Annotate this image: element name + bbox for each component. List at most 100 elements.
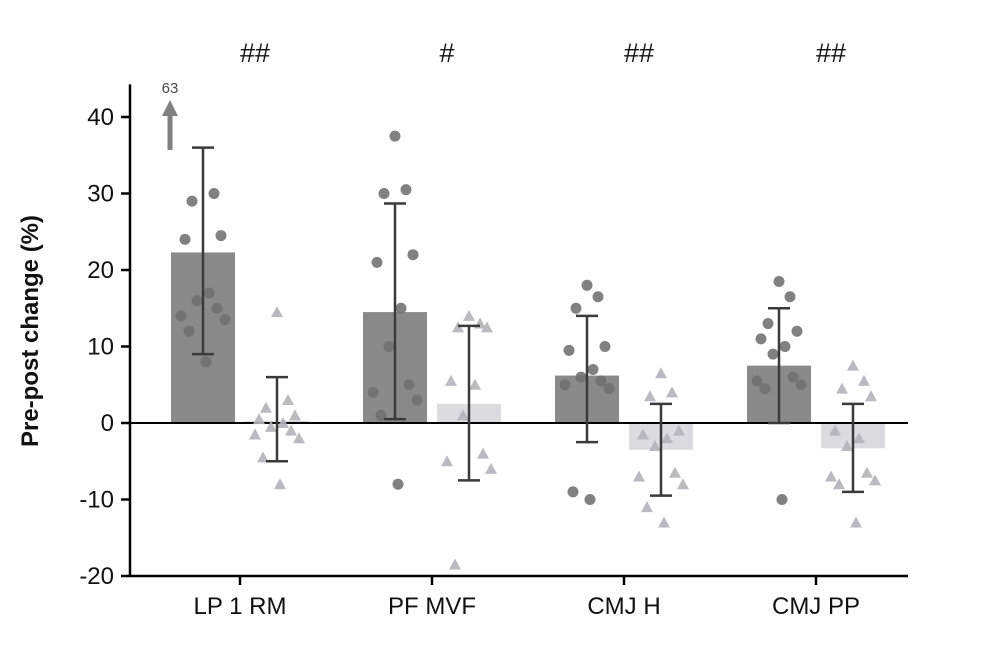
error-bar <box>842 402 864 494</box>
data-point-circle <box>175 310 187 322</box>
y-tick-label: 0 <box>101 410 114 437</box>
data-point-triangle <box>641 501 653 513</box>
significance-marker: # <box>439 38 454 68</box>
data-point-circle <box>215 230 227 242</box>
data-point-triangle <box>847 359 859 371</box>
data-point-circle <box>403 379 415 391</box>
data-point-circle <box>559 379 571 391</box>
error-bar <box>458 324 480 482</box>
data-point-circle <box>208 188 220 199</box>
data-point-circle <box>603 383 615 395</box>
y-tick-label: 20 <box>87 257 114 284</box>
error-bar <box>650 402 672 497</box>
data-point-circle <box>389 130 401 142</box>
data-point-triangle <box>277 417 289 428</box>
data-point-circle <box>587 363 599 375</box>
data-point-triangle <box>655 367 667 379</box>
data-point-triangle <box>825 470 837 482</box>
data-point-circle <box>383 341 395 352</box>
data-point-triangle <box>869 474 881 486</box>
data-point-circle <box>392 478 404 490</box>
data-point-circle <box>371 256 383 268</box>
y-tick-label: 30 <box>87 181 114 208</box>
data-point-triangle <box>271 306 283 318</box>
data-point-circle <box>200 356 212 368</box>
error-bar <box>266 375 288 463</box>
data-point-triangle <box>669 466 681 478</box>
data-point-triangle <box>485 462 497 474</box>
error-bars-layer <box>192 146 864 497</box>
data-point-triangle <box>477 447 489 459</box>
data-point-circle <box>759 383 771 395</box>
data-point-circle <box>378 188 390 199</box>
offscale-value: 63 <box>162 80 179 97</box>
data-point-triangle <box>858 374 870 386</box>
data-point-circle <box>776 494 788 505</box>
data-point-circle <box>400 184 412 196</box>
data-point-triangle <box>282 394 294 406</box>
data-point-circle <box>203 287 215 299</box>
data-point-triangle <box>293 432 305 444</box>
y-tick-label: 10 <box>87 334 114 361</box>
data-point-triangle <box>836 382 848 394</box>
data-point-triangle <box>633 470 645 482</box>
data-point-circle <box>563 344 575 356</box>
data-point-circle <box>784 291 796 303</box>
data-point-triangle <box>666 386 678 398</box>
data-point-triangle <box>850 516 862 528</box>
data-point-triangle <box>637 428 649 440</box>
data-point-circle <box>191 295 203 307</box>
data-point-circle <box>599 341 611 352</box>
data-point-triangle <box>481 321 493 333</box>
data-point-triangle <box>861 466 873 478</box>
data-point-circle <box>779 341 791 352</box>
data-point-triangle <box>463 309 475 321</box>
data-point-triangle <box>829 424 841 436</box>
data-point-triangle <box>673 424 685 436</box>
data-point-circle <box>395 302 407 314</box>
x-tick-label: CMJ H <box>587 593 660 620</box>
data-point-triangle <box>449 558 461 570</box>
data-point-circle <box>767 348 779 360</box>
data-point-circle <box>592 291 604 303</box>
data-point-circle <box>570 302 582 314</box>
points-layer <box>175 130 881 570</box>
x-tick-label: LP 1 RM <box>194 593 287 620</box>
up-arrow-head <box>162 100 178 116</box>
offscale-annotation: 63 <box>162 80 179 150</box>
data-point-circle <box>762 318 774 330</box>
x-tick-label: CMJ PP <box>772 593 860 620</box>
data-point-circle <box>407 249 419 261</box>
significance-marker: ## <box>816 38 846 68</box>
data-point-triangle <box>644 390 656 402</box>
significance-marker: ## <box>240 38 270 68</box>
error-bar <box>768 307 790 425</box>
axes-layer <box>128 84 908 578</box>
data-point-circle <box>567 486 579 498</box>
data-point-circle <box>183 325 195 337</box>
data-point-circle <box>219 314 231 326</box>
data-point-triangle <box>658 516 670 528</box>
data-point-triangle <box>677 478 689 490</box>
labels-layer: -20 -10 0 10 20 30 40 LP 1 RM ## PF MVF # CMJ H ## CM… <box>79 38 860 620</box>
data-point-triangle <box>257 451 269 463</box>
y-axis-label: Pre-post change (%) <box>17 215 44 447</box>
data-point-triangle <box>253 413 265 425</box>
data-point-circle <box>787 371 799 383</box>
data-point-circle <box>751 375 763 387</box>
data-point-circle <box>186 195 198 207</box>
data-point-triangle <box>853 432 865 444</box>
error-bar <box>576 314 598 444</box>
significance-marker: ## <box>624 38 654 68</box>
error-bar <box>192 146 214 356</box>
data-point-circle <box>795 379 807 391</box>
data-point-circle <box>375 409 387 421</box>
data-point-triangle <box>289 409 301 421</box>
data-point-triangle <box>285 424 297 436</box>
error-bar <box>384 202 406 421</box>
data-point-circle <box>211 302 223 314</box>
data-point-circle <box>773 275 785 287</box>
data-point-circle <box>367 386 379 398</box>
